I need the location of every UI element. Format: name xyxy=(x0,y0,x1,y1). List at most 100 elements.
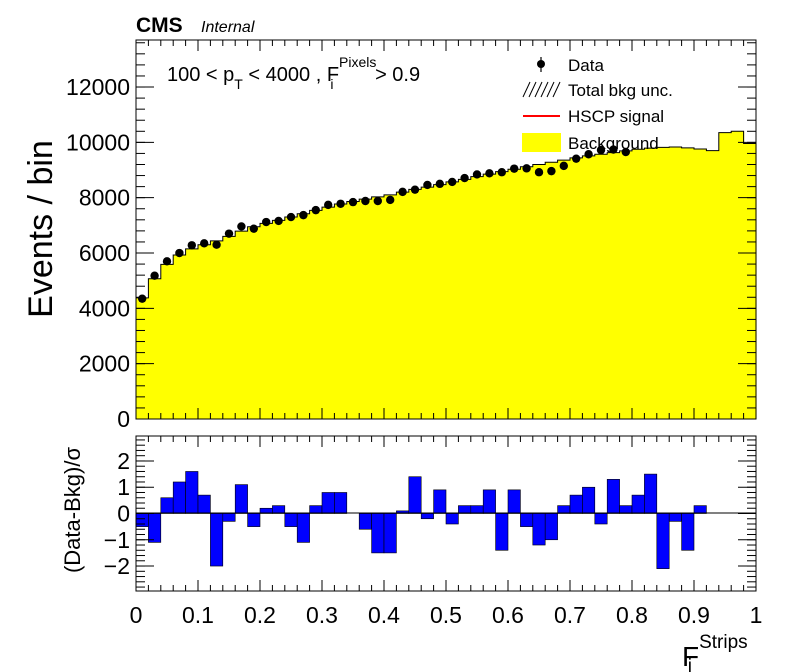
residual-bar xyxy=(606,479,620,514)
y-tick-label: 10000 xyxy=(66,129,130,155)
residual-bar xyxy=(470,505,484,514)
background-outline xyxy=(135,130,756,419)
data-point xyxy=(324,200,333,210)
legend: Data Total bkg unc. HSCP signal Backgrou… xyxy=(522,56,673,153)
y-tick-label: 6000 xyxy=(79,240,130,266)
residual-bar xyxy=(222,513,236,522)
data-point xyxy=(435,179,444,189)
legend-label-background: Background xyxy=(568,134,659,153)
residual-bar xyxy=(371,513,385,554)
background-bar xyxy=(185,248,199,419)
background-bar xyxy=(334,204,348,419)
background-bar xyxy=(322,207,335,419)
background-bar xyxy=(594,154,608,419)
data-point xyxy=(547,166,556,176)
residual-bar xyxy=(520,513,534,527)
residual-bar xyxy=(197,494,211,514)
legend-entry-signal: HSCP signal xyxy=(523,107,664,126)
background-bar xyxy=(446,181,459,419)
background-bar xyxy=(173,254,187,419)
residual-bar xyxy=(296,513,310,543)
residual-bar xyxy=(668,513,682,522)
residual-bar xyxy=(272,505,286,514)
residual-bar xyxy=(309,505,323,514)
residual-bar xyxy=(507,489,521,514)
residual-bar xyxy=(185,471,199,514)
residual-bar xyxy=(693,505,707,514)
data-point xyxy=(249,224,258,233)
data-point xyxy=(485,169,494,178)
data-point xyxy=(584,150,593,159)
residual-bar xyxy=(247,513,261,527)
background-bar xyxy=(570,157,583,419)
background-bar xyxy=(520,166,534,419)
data-point xyxy=(609,145,618,154)
background-bar xyxy=(359,199,373,419)
x-tick-label: 0.3 xyxy=(306,602,338,628)
background-bar xyxy=(582,155,596,419)
residual-bar xyxy=(644,473,658,514)
background-bar xyxy=(235,231,249,419)
background-bar xyxy=(384,194,397,419)
residual-bar xyxy=(321,492,335,514)
data-point xyxy=(398,187,407,197)
residual-bar xyxy=(234,484,248,514)
residual-bar xyxy=(656,513,670,569)
legend-entry-background: Background xyxy=(522,133,659,153)
background-bar xyxy=(433,184,447,419)
background-bar xyxy=(160,264,174,419)
residual-bar xyxy=(420,513,434,520)
residual-bar xyxy=(532,513,546,546)
background-bar xyxy=(731,131,745,419)
data-point xyxy=(336,199,345,208)
background-bar xyxy=(545,162,559,419)
legend-entry-data: Data xyxy=(537,56,604,75)
residual-y-tick-label: 1 xyxy=(117,474,130,500)
background-bar xyxy=(284,217,298,419)
residual-bar xyxy=(557,505,571,514)
residual-bar xyxy=(358,513,372,530)
x-axis-title: FStrips i xyxy=(682,632,748,672)
background-bar xyxy=(532,164,546,419)
data-point xyxy=(237,222,246,231)
main-panel: 0 2000 4000 6000 8000 10000 12000 xyxy=(66,39,757,432)
x-tick-label: 0 xyxy=(130,602,143,628)
background-bar xyxy=(557,160,571,419)
legend-entry-unc: Total bkg unc. xyxy=(522,81,673,100)
background-bar xyxy=(669,147,683,419)
residual-y-tick-label: −2 xyxy=(104,553,130,579)
residual-bar xyxy=(569,494,583,514)
background-bar xyxy=(607,152,621,419)
residual-bar xyxy=(482,489,496,514)
residual-bar xyxy=(383,513,397,554)
internal-label: Internal xyxy=(201,19,255,36)
y-tick-label: 0 xyxy=(117,406,130,432)
x-tick-label: 0.6 xyxy=(492,602,524,628)
residual-bar xyxy=(594,513,608,525)
data-point xyxy=(572,154,581,163)
background-bar xyxy=(681,147,695,420)
residual-bar xyxy=(544,513,558,541)
y-tick-label: 2000 xyxy=(79,351,130,377)
background-bar xyxy=(198,244,211,419)
background-bar xyxy=(718,132,732,420)
residual-bar xyxy=(582,486,596,514)
data-point xyxy=(472,170,482,179)
background-bar xyxy=(495,171,509,419)
background-bar xyxy=(210,240,224,419)
background-bar xyxy=(222,236,236,419)
legend-label-signal: HSCP signal xyxy=(568,107,664,126)
background-bar xyxy=(470,176,484,419)
data-point xyxy=(423,180,432,190)
background-bar xyxy=(346,201,360,419)
residual-y-tick-label: −1 xyxy=(104,527,130,553)
background-bar xyxy=(508,169,521,419)
data-point xyxy=(274,216,283,226)
residual-bar xyxy=(284,513,298,527)
residual-bar xyxy=(631,494,645,514)
residual-bar xyxy=(445,513,459,525)
background-bar xyxy=(247,226,261,419)
background-bar xyxy=(371,196,385,419)
legend-label-data: Data xyxy=(568,56,604,75)
